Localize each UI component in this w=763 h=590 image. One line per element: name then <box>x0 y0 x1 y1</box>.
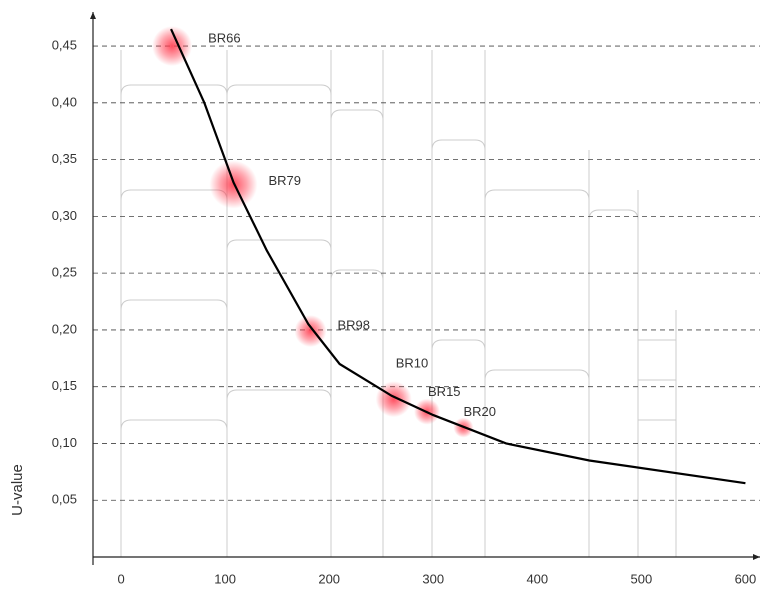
point-label: BR98 <box>337 317 370 332</box>
background-sketch <box>121 50 676 557</box>
x-tick-label: 100 <box>214 571 236 586</box>
y-tick-label: 0,20 <box>52 321 77 336</box>
x-tick-label: 200 <box>318 571 340 586</box>
line <box>171 29 745 483</box>
y-tick-label: 0,45 <box>52 38 77 53</box>
x-tick-label: 0 <box>117 571 124 586</box>
y-tick-label: 0,15 <box>52 378 77 393</box>
point-label: BR66 <box>208 31 241 46</box>
y-tick-label: 0,05 <box>52 492 77 507</box>
y-tick-label: 0,40 <box>52 94 77 109</box>
y-tick-label: 0,35 <box>52 151 77 166</box>
point-label: BR20 <box>463 404 496 419</box>
axis-arrow <box>90 12 760 560</box>
x-tick-label: 500 <box>631 571 653 586</box>
y-tick-label: 0,30 <box>52 208 77 223</box>
y-tick-label: 0,10 <box>52 435 77 450</box>
point-label: BR79 <box>268 173 301 188</box>
x-tick-label: 400 <box>526 571 548 586</box>
point-label: BR15 <box>428 384 461 399</box>
point-label: BR10 <box>396 356 429 371</box>
x-tick-label: 600 <box>735 571 757 586</box>
chart: 0,05 0,10 0,15 0,20 0,25 0,30 0,35 0,40 0,45 0 100… <box>0 0 763 590</box>
y-axis-label: U-value <box>9 464 26 516</box>
x-tick-label: 300 <box>422 571 444 586</box>
y-tick-label: 0,25 <box>52 265 77 280</box>
point-glow <box>376 381 412 417</box>
